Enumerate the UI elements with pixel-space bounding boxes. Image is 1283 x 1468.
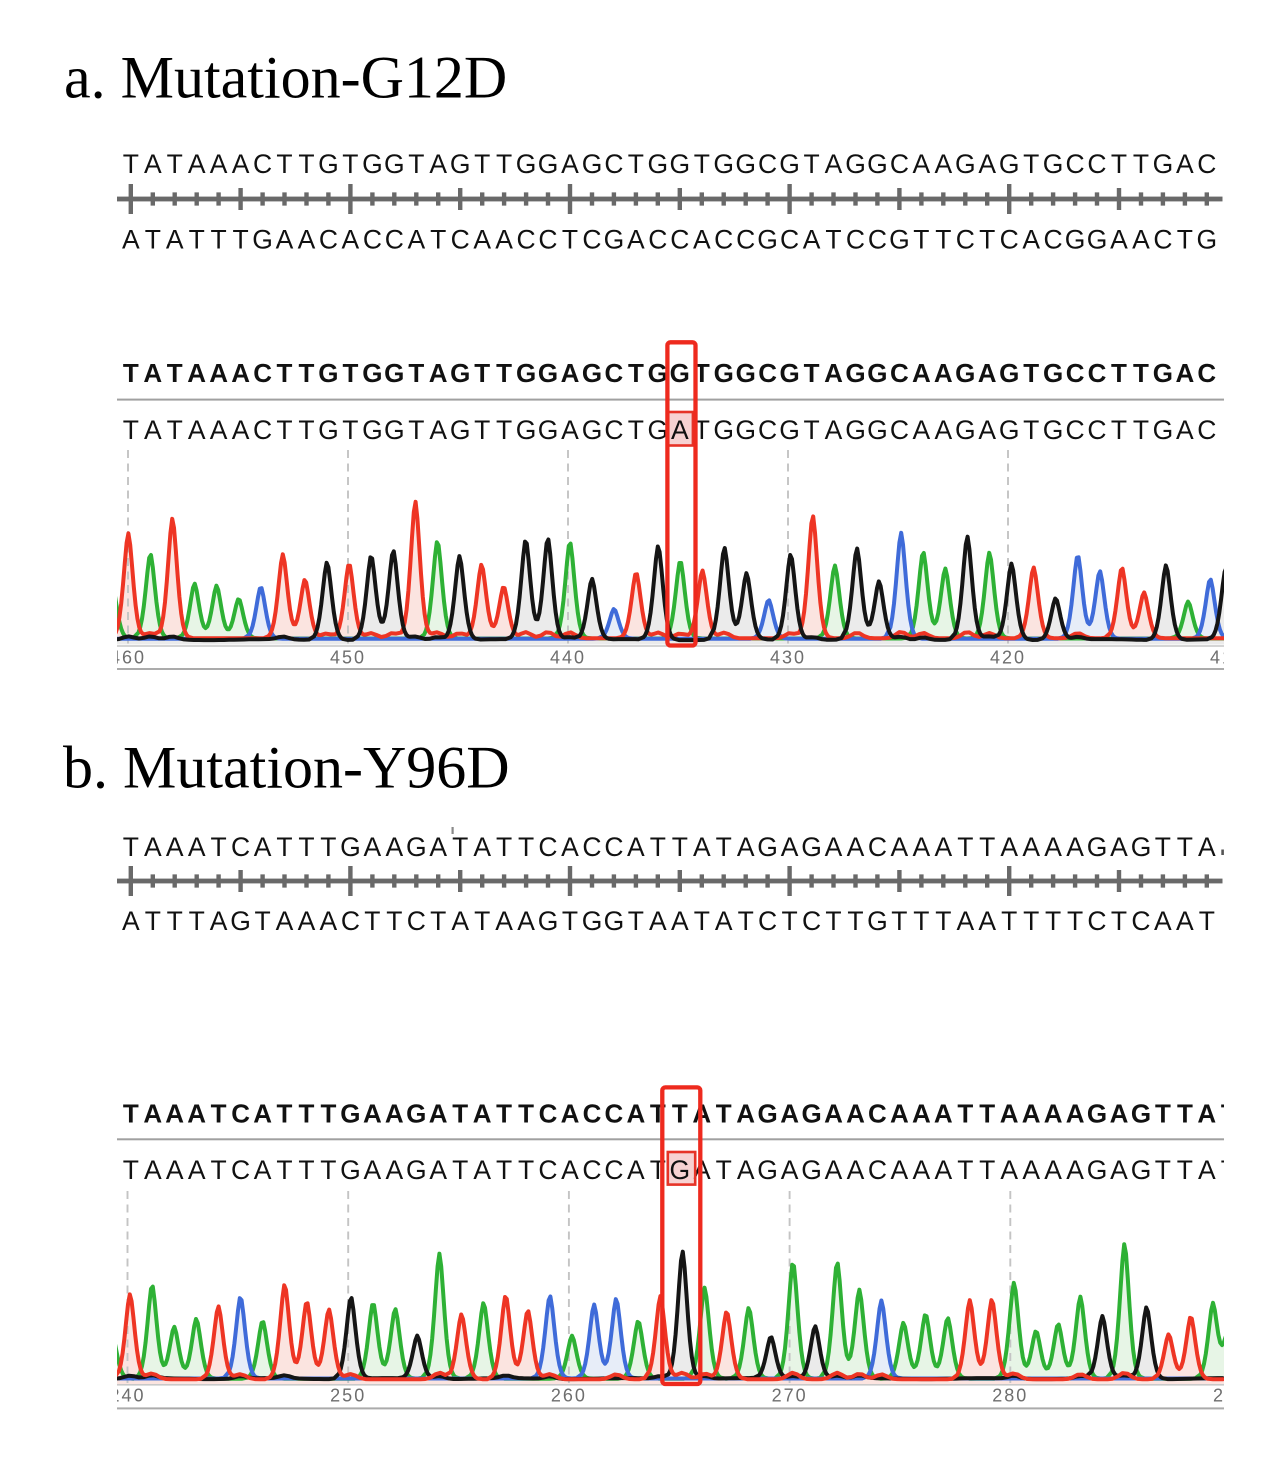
svg-text:460: 460 xyxy=(110,647,146,667)
svg-text:280: 280 xyxy=(992,1386,1028,1406)
svg-text:270: 270 xyxy=(772,1386,808,1406)
svg-text:TATAAACTTGTGGTAGTTGGAGCTGGTGGC: TATAAACTTGTGGTAGTTGGAGCTGGTGGCGTAGGCAAGA… xyxy=(123,358,1217,388)
svg-text:G: G xyxy=(669,1155,690,1185)
svg-text:450: 450 xyxy=(330,647,366,667)
svg-text:430: 430 xyxy=(770,647,806,667)
svg-text:410: 410 xyxy=(1210,647,1246,667)
svg-text:ATATTTGAACACCATCAACCTCGACCACCG: ATATTTGAACACCATCAACCTCGACCACCGCATCCGTTCT… xyxy=(122,224,1217,254)
svg-text:290: 290 xyxy=(1213,1386,1249,1406)
svg-text:420: 420 xyxy=(990,647,1026,667)
svg-text:TAAATCATTTGAAGATATTCACCATTATAG: TAAATCATTTGAAGATATTCACCATTATAGAGAACAAATT… xyxy=(123,1099,1237,1129)
svg-text:250: 250 xyxy=(330,1386,366,1406)
svg-text:240: 240 xyxy=(109,1386,145,1406)
svg-text:b. Mutation-Y96D: b. Mutation-Y96D xyxy=(63,734,510,800)
svg-text:a. Mutation-G12D: a. Mutation-G12D xyxy=(64,44,507,110)
svg-text:440: 440 xyxy=(550,647,586,667)
svg-text:260: 260 xyxy=(551,1386,587,1406)
svg-text:TATAAACTTGTGGTAGTTGGAGCTGGTGGC: TATAAACTTGTGGTAGTTGGAGCTGGTGGCGTAGGCAAGA… xyxy=(123,149,1217,179)
svg-text:A: A xyxy=(671,415,689,445)
